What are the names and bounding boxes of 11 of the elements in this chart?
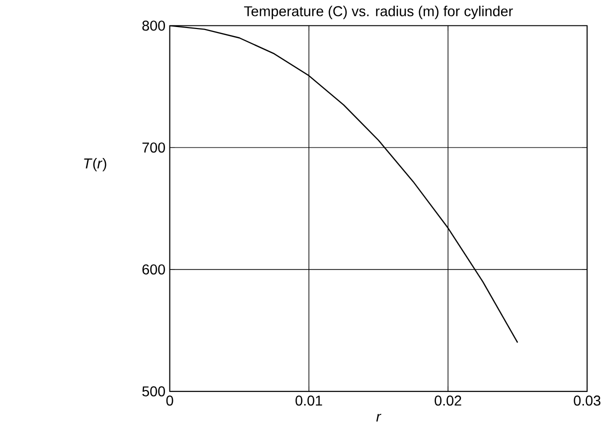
- y-tick-label: 600: [142, 264, 165, 274]
- y-tick-label: 700: [142, 142, 165, 153]
- x-tick-label: 0.03: [574, 395, 600, 406]
- x-tick-label: 0.01: [296, 395, 322, 406]
- y-tick-label: 800: [142, 20, 165, 31]
- y-tick-label: 500: [142, 386, 165, 396]
- x-axis-title: r: [376, 414, 382, 422]
- chart-title: Temperature (C) vs. radius (m) for cylinder: [244, 6, 513, 19]
- x-tick-label: 0.02: [434, 395, 462, 406]
- x-tick-label: 0: [166, 395, 174, 406]
- y-axis-title: T(r): [84, 158, 106, 172]
